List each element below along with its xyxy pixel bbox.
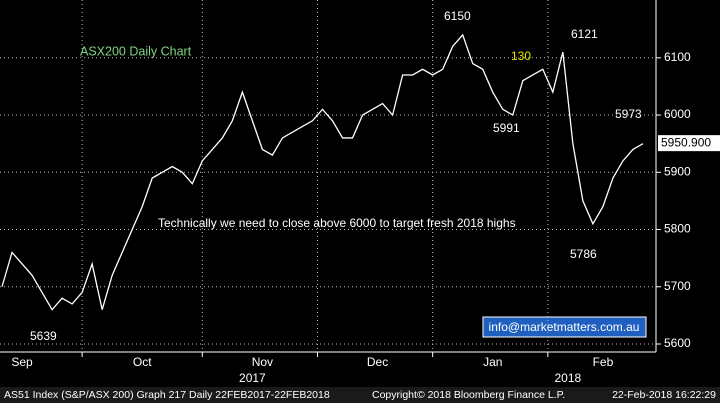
annotation: 6150 xyxy=(444,9,471,23)
x-tick-label: Jan xyxy=(483,355,502,369)
annotation: 5786 xyxy=(570,247,597,261)
y-tick-label: 6100 xyxy=(664,50,691,64)
y-tick-label: 5600 xyxy=(664,336,691,350)
y-tick-label: 5900 xyxy=(664,164,691,178)
y-tick-label: 6000 xyxy=(664,107,691,121)
annotation: 5991 xyxy=(493,121,520,135)
contact: info@marketmatters.com.au xyxy=(489,320,640,334)
year-label: 2018 xyxy=(555,371,582,385)
annotation: 6121 xyxy=(571,27,598,41)
annotation: 5973 xyxy=(615,107,642,121)
annotation: Technically we need to close above 6000 … xyxy=(158,216,516,230)
last-price-box xyxy=(658,135,720,152)
footer-text: Copyright© 2018 Bloomberg Finance L.P. xyxy=(372,389,565,401)
chart-title: ASX200 Daily Chart xyxy=(80,44,192,58)
y-tick-label: 5800 xyxy=(664,222,691,236)
x-tick-label: Nov xyxy=(252,355,273,369)
price-line xyxy=(1,33,644,311)
x-tick-label: Feb xyxy=(593,355,614,369)
last-price-label: 5950.900 xyxy=(661,135,711,149)
footer-bar xyxy=(0,387,720,403)
x-tick-label: Oct xyxy=(133,355,152,369)
x-tick-label: Sep xyxy=(11,355,33,369)
footer-text: AS51 Index (S&P/ASX 200) Graph 217 Daily… xyxy=(4,389,330,401)
y-tick-label: 5700 xyxy=(664,279,691,293)
contact-box xyxy=(482,316,647,338)
year-label: 2017 xyxy=(239,371,266,385)
footer-text: 22-Feb-2018 16:22:29 xyxy=(612,389,716,401)
annotation: 130 xyxy=(511,49,531,63)
x-tick-label: Dec xyxy=(367,355,388,369)
annotation: 5639 xyxy=(30,329,57,343)
